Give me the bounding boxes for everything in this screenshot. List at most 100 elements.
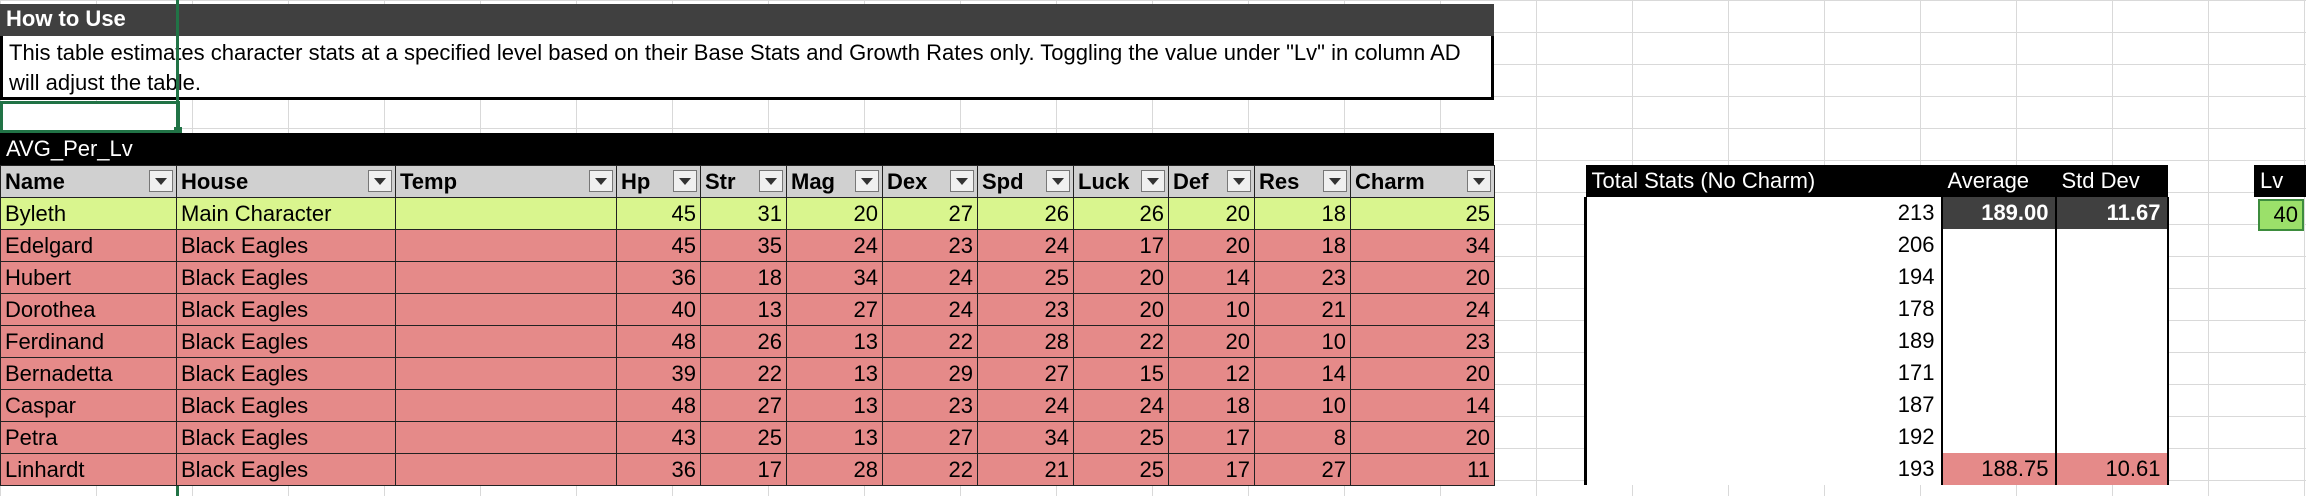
total-stats-cell[interactable]: 187 <box>1584 389 1942 421</box>
cell-luck[interactable]: 22 <box>1073 325 1169 358</box>
cell-name[interactable]: Hubert <box>0 261 177 294</box>
cell-hp[interactable]: 36 <box>616 261 701 294</box>
cell-def[interactable]: 10 <box>1168 293 1255 326</box>
cell-res[interactable]: 8 <box>1254 421 1351 454</box>
filter-dropdown-icon[interactable] <box>368 170 392 192</box>
cell-spd[interactable]: 24 <box>977 229 1074 262</box>
cell-house[interactable]: Black Eagles <box>176 421 396 454</box>
filter-dropdown-icon[interactable] <box>950 170 974 192</box>
stddev-cell[interactable]: 10.61 <box>2054 453 2169 485</box>
cell-name[interactable]: Ferdinand <box>0 325 177 358</box>
total-stats-cell[interactable]: 192 <box>1584 421 1942 453</box>
cell-def[interactable]: 20 <box>1168 197 1255 230</box>
cell-luck[interactable]: 24 <box>1073 389 1169 422</box>
cell-spd[interactable]: 34 <box>977 421 1074 454</box>
selected-cell[interactable] <box>0 101 180 133</box>
cell-mag[interactable]: 13 <box>786 325 883 358</box>
cell-luck[interactable]: 20 <box>1073 261 1169 294</box>
cell-mag[interactable]: 24 <box>786 229 883 262</box>
cell-str[interactable]: 18 <box>700 261 787 294</box>
cell-name[interactable]: Petra <box>0 421 177 454</box>
cell-name[interactable]: Linhardt <box>0 453 177 486</box>
total-stats-cell[interactable]: 194 <box>1584 261 1942 293</box>
filter-dropdown-icon[interactable] <box>1467 170 1491 192</box>
cell-temp[interactable] <box>395 421 617 454</box>
cell-spd[interactable]: 21 <box>977 453 1074 486</box>
cell-house[interactable]: Black Eagles <box>176 389 396 422</box>
cell-hp[interactable]: 48 <box>616 389 701 422</box>
cell-name[interactable]: Byleth <box>0 197 177 230</box>
stddev-cell[interactable] <box>2054 357 2169 389</box>
stddev-cell[interactable] <box>2054 325 2169 357</box>
average-cell[interactable] <box>1940 325 2057 357</box>
level-input[interactable]: 40 <box>2258 199 2304 231</box>
cell-hp[interactable]: 43 <box>616 421 701 454</box>
cell-dex[interactable]: 24 <box>882 261 978 294</box>
cell-charm[interactable]: 20 <box>1350 357 1495 390</box>
cell-house[interactable]: Black Eagles <box>176 261 396 294</box>
cell-temp[interactable] <box>395 325 617 358</box>
cell-house[interactable]: Black Eagles <box>176 453 396 486</box>
cell-str[interactable]: 25 <box>700 421 787 454</box>
cell-mag[interactable]: 34 <box>786 261 883 294</box>
cell-str[interactable]: 31 <box>700 197 787 230</box>
cell-def[interactable]: 20 <box>1168 229 1255 262</box>
cell-charm[interactable]: 34 <box>1350 229 1495 262</box>
cell-mag[interactable]: 28 <box>786 453 883 486</box>
cell-hp[interactable]: 39 <box>616 357 701 390</box>
cell-luck[interactable]: 15 <box>1073 357 1169 390</box>
cell-mag[interactable]: 20 <box>786 197 883 230</box>
filter-dropdown-icon[interactable] <box>759 170 783 192</box>
average-cell[interactable] <box>1940 293 2057 325</box>
cell-dex[interactable]: 22 <box>882 325 978 358</box>
cell-dex[interactable]: 23 <box>882 389 978 422</box>
cell-str[interactable]: 22 <box>700 357 787 390</box>
average-cell[interactable] <box>1940 357 2057 389</box>
cell-def[interactable]: 14 <box>1168 261 1255 294</box>
cell-mag[interactable]: 27 <box>786 293 883 326</box>
cell-def[interactable]: 12 <box>1168 357 1255 390</box>
cell-charm[interactable]: 11 <box>1350 453 1495 486</box>
cell-name[interactable]: Bernadetta <box>0 357 177 390</box>
cell-hp[interactable]: 45 <box>616 229 701 262</box>
cell-luck[interactable]: 25 <box>1073 453 1169 486</box>
cell-temp[interactable] <box>395 261 617 294</box>
cell-temp[interactable] <box>395 389 617 422</box>
cell-house[interactable]: Main Character <box>176 197 396 230</box>
stddev-cell[interactable]: 11.67 <box>2054 197 2169 229</box>
cell-house[interactable]: Black Eagles <box>176 293 396 326</box>
cell-hp[interactable]: 40 <box>616 293 701 326</box>
cell-house[interactable]: Black Eagles <box>176 325 396 358</box>
cell-spd[interactable]: 24 <box>977 389 1074 422</box>
stddev-cell[interactable] <box>2054 229 2169 261</box>
cell-res[interactable]: 23 <box>1254 261 1351 294</box>
cell-charm[interactable]: 20 <box>1350 421 1495 454</box>
filter-dropdown-icon[interactable] <box>855 170 879 192</box>
average-cell[interactable] <box>1940 261 2057 293</box>
cell-house[interactable]: Black Eagles <box>176 229 396 262</box>
cell-name[interactable]: Dorothea <box>0 293 177 326</box>
cell-temp[interactable] <box>395 357 617 390</box>
average-cell[interactable]: 189.00 <box>1940 197 2057 229</box>
cell-luck[interactable]: 26 <box>1073 197 1169 230</box>
total-stats-cell[interactable]: 171 <box>1584 357 1942 389</box>
cell-res[interactable]: 18 <box>1254 229 1351 262</box>
stddev-cell[interactable] <box>2054 293 2169 325</box>
cell-str[interactable]: 35 <box>700 229 787 262</box>
filter-dropdown-icon[interactable] <box>1227 170 1251 192</box>
stddev-cell[interactable] <box>2054 261 2169 293</box>
cell-name[interactable]: Edelgard <box>0 229 177 262</box>
total-stats-cell[interactable]: 178 <box>1584 293 1942 325</box>
cell-spd[interactable]: 28 <box>977 325 1074 358</box>
cell-name[interactable]: Caspar <box>0 389 177 422</box>
cell-charm[interactable]: 24 <box>1350 293 1495 326</box>
cell-hp[interactable]: 36 <box>616 453 701 486</box>
cell-hp[interactable]: 48 <box>616 325 701 358</box>
cell-str[interactable]: 13 <box>700 293 787 326</box>
cell-mag[interactable]: 13 <box>786 389 883 422</box>
total-stats-cell[interactable]: 189 <box>1584 325 1942 357</box>
cell-def[interactable]: 17 <box>1168 421 1255 454</box>
cell-def[interactable]: 18 <box>1168 389 1255 422</box>
filter-dropdown-icon[interactable] <box>589 170 613 192</box>
cell-temp[interactable] <box>395 293 617 326</box>
